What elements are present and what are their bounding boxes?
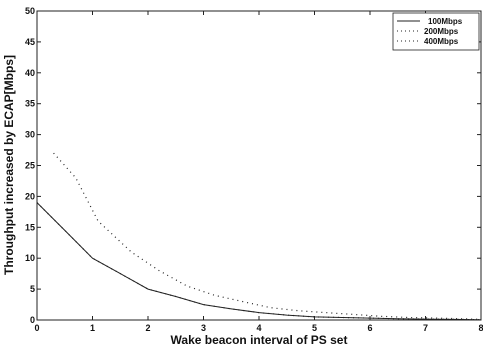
legend-box [392,12,480,51]
legend: 100Mbps 200Mbps 400Mbps [392,12,480,51]
y-tick-label: 20 [25,191,35,201]
x-axis-label: Wake beacon interval of PS set [171,333,348,347]
x-tick-label: 6 [367,323,372,333]
y-tick-label: 40 [25,68,35,78]
y-tick-label: 50 [25,6,35,16]
x-tick-label: 1 [90,323,95,333]
y-tick-label: 10 [25,253,35,263]
series-line-400mbps [53,152,482,320]
y-tick-label: 45 [25,37,35,47]
y-tick-label: 5 [30,284,35,294]
legend-label-400mbps: 400Mbps [424,37,459,46]
legend-label-200mbps: 200Mbps [424,27,459,36]
series-line-200mbps [36,202,482,321]
x-tick-label: 2 [145,323,150,333]
plot-frame [36,10,482,321]
x-tick-label: 3 [201,323,206,333]
x-tick-label: 0 [34,323,39,333]
x-tick-label: 7 [423,323,428,333]
y-tick-label: 35 [25,99,35,109]
legend-label-100mbps: 100Mbps [428,17,463,26]
x-tick-label: 8 [478,323,483,333]
y-tick-label: 15 [25,222,35,232]
y-tick-label: 30 [25,130,35,140]
x-tick-label: 5 [312,323,317,333]
y-tick-label: 0 [30,315,35,325]
x-tick-label: 4 [256,323,261,333]
y-tick-label: 25 [25,161,35,171]
series-layer [36,152,482,321]
series-line-100mbps [36,202,482,321]
y-axis-label: Throughput increased by ECAP[Mbps] [2,55,16,275]
